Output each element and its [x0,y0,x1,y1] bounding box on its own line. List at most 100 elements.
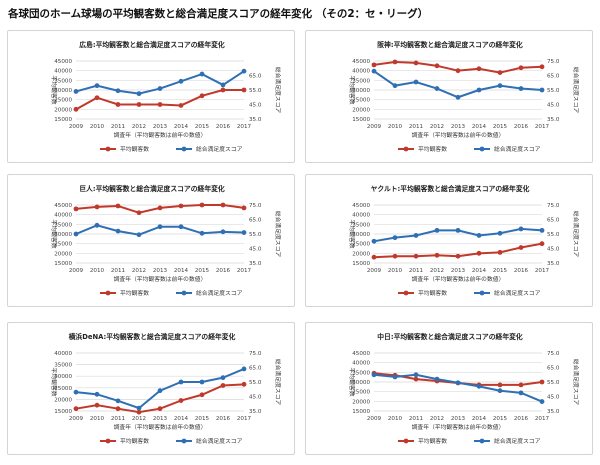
series-line [373,70,543,99]
series-point [497,70,503,75]
chart-svg: 広島:平均観客数と総合満足度スコアの経年変化 15000 20000 25000 300… [50,40,282,153]
legend-label: 総合満足度スコア [196,437,243,445]
series-point [476,233,482,238]
series-point [434,86,440,91]
x-tick-label: 2011 [409,416,424,422]
x-tick-label: 2014 [472,268,487,274]
series-point [371,62,377,68]
series-point [73,106,79,112]
chart-title: ヤクルト:平均観客数と総合満足度スコアの経年変化 [371,184,530,193]
series-point [476,66,482,72]
series-point [518,86,524,91]
series-point [518,65,524,71]
y-left-axis-label: 平均観客数 [348,368,356,397]
x-tick-label: 2016 [216,268,231,274]
y-left-tick-label: 40000 [54,351,72,357]
y-right-tick-label: 65.0 [249,74,262,80]
legend-label: 平均観客数 [418,289,447,297]
series-point [413,60,419,66]
series-point [518,390,524,396]
x-tick-label: 2015 [195,124,210,130]
legend-swatch-point [403,290,409,296]
legend-swatch-point [403,438,409,444]
y-left-tick-label: 35000 [54,222,72,228]
y-left-tick-label: 45000 [352,203,370,209]
x-tick-label: 2014 [174,124,189,130]
series-point [178,203,184,209]
series-point [199,71,205,77]
series-point [94,95,100,101]
y-left-tick-label: 15000 [54,117,72,123]
chart-svg: ヤクルト:平均観客数と総合満足度スコアの経年変化 15000 20000 25000 3… [348,184,580,297]
series-point [476,87,482,93]
x-tick-label: 2010 [90,416,105,422]
series-point [241,230,247,235]
chart-svg: 阪神:平均観客数と総合満足度スコアの経年変化 15000 20000 25000 300… [348,40,580,153]
legend-label: 平均観客数 [120,437,149,445]
x-tick-label: 2013 [153,124,168,130]
y-right-tick-label: 35.0 [547,117,560,123]
x-axis-label: 調査年（平均観客数は前年の数値） [114,423,207,431]
series-point [199,392,205,398]
series-point [94,83,100,89]
series-point [94,391,100,397]
x-tick-label: 2012 [430,124,444,130]
series-point [455,94,461,100]
series-point [157,388,163,394]
y-left-tick-label: 30000 [54,88,72,94]
x-tick-label: 2009 [69,416,84,422]
series-point [199,93,205,99]
legend-label: 平均観客数 [418,437,447,445]
x-tick-label: 2009 [367,124,382,130]
series-point [518,226,524,232]
series-point [392,59,398,65]
x-axis-label: 調査年（平均観客数は前年の数値） [412,275,505,283]
y-left-tick-label: 25000 [352,242,370,248]
x-tick-label: 2017 [535,124,550,130]
chart-title: 中日:平均観客数と総合満足度スコアの経年変化 [377,332,523,341]
chart-panel-chunichi: 中日:平均観客数と総合満足度スコアの経年変化 15000 20000 25000 300… [305,322,593,455]
legend-label: 平均観客数 [120,289,149,297]
y-left-tick-label: 35000 [352,78,370,84]
series-point [413,376,419,382]
series-point [73,231,79,237]
y-right-tick-label: 75.0 [547,59,560,65]
x-tick-label: 2013 [153,416,168,422]
series-point [476,383,482,389]
x-tick-label: 2013 [451,416,466,422]
series-point [178,224,184,230]
y-left-axis-label: 平均観客数 [348,220,356,249]
series-point [455,68,461,74]
series-point [392,235,398,241]
y-left-tick-label: 45000 [352,351,370,357]
series-point [371,68,377,74]
y-left-tick-label: 35000 [54,78,72,84]
y-right-axis-label: 総合満足度スコア [572,67,580,114]
y-right-tick-label: 65.0 [249,218,262,224]
y-left-tick-label: 15000 [54,409,72,415]
series-line [373,373,543,403]
chart-svg: 巨人:平均観客数と総合満足度スコアの経年変化 15000 20000 25000 300… [50,184,282,297]
y-left-axis-label: 平均観客数 [50,368,58,397]
series-point [220,87,226,93]
y-left-tick-label: 40000 [352,213,370,219]
series-point [413,253,419,259]
y-right-tick-label: 45.0 [249,395,262,401]
x-tick-label: 2017 [237,124,252,130]
series-point [220,82,226,88]
series-point [73,406,79,412]
chart-title: 阪神:平均観客数と総合満足度スコアの経年変化 [377,40,523,49]
y-right-tick-label: 75.0 [249,351,262,357]
chart-svg: 中日:平均観客数と総合満足度スコアの経年変化 15000 20000 25000 300… [348,332,580,445]
series-point [392,253,398,259]
y-left-tick-label: 20000 [352,251,370,257]
x-tick-label: 2014 [174,268,189,274]
series-point [434,376,440,382]
y-right-tick-label: 55.0 [249,380,262,386]
y-left-tick-label: 30000 [352,380,370,386]
y-right-tick-label: 65.0 [547,74,560,80]
y-left-tick-label: 25000 [352,390,370,396]
y-left-tick-label: 15000 [352,117,370,123]
x-tick-label: 2017 [237,416,252,422]
series-point [371,238,377,244]
